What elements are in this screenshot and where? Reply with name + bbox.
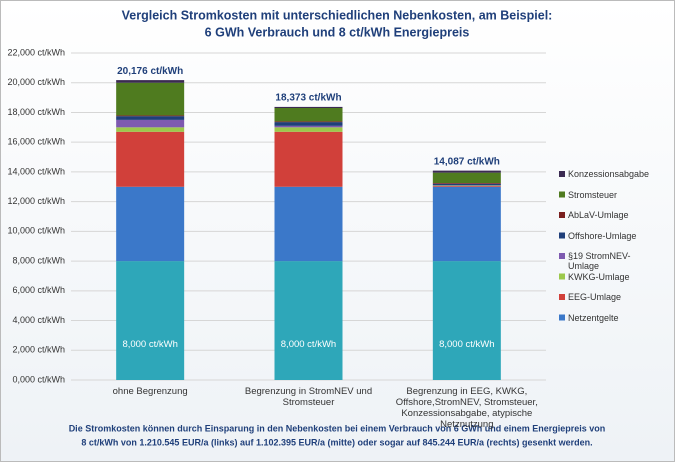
x-tick-label: Begrenzung in StromNEV und Stromsteuer	[244, 386, 373, 408]
value-label: 8,000 ct/kWh	[122, 339, 177, 350]
x-tick-label: Begrenzung in EEG, KWKG, Offshore,StromN…	[395, 386, 538, 430]
chart-title: 6 GWh Verbrauch und 8 ct/kWh Energieprei…	[205, 25, 470, 39]
bar-segment	[116, 115, 185, 117]
bar-segment	[274, 122, 343, 126]
legend-swatch	[559, 253, 565, 259]
y-tick-label: 4,000 ct/kWh	[12, 315, 65, 325]
legend-entry: KWKG-Umlage	[568, 271, 630, 282]
legend-entry: AbLaV-Umlage	[568, 210, 629, 220]
bar-segment	[116, 127, 185, 132]
bar-segment	[432, 186, 501, 262]
y-tick-label: 20,000 ct/kWh	[7, 77, 65, 87]
bar-segment	[432, 170, 501, 173]
bar-segment	[274, 107, 343, 122]
legend-entry: §19 StromNEV-Umlage	[568, 251, 631, 271]
legend-swatch	[559, 314, 565, 321]
y-tick-label: 10,000 ct/kWh	[7, 226, 65, 236]
legend-swatch	[559, 212, 565, 218]
bar-segment	[274, 106, 343, 108]
total-label: 18,373 ct/kWh	[275, 93, 341, 104]
y-tick-label: 6,000 ct/kWh	[12, 285, 65, 295]
footnote: Die Stromkosten können durch Einsparung …	[69, 423, 606, 433]
bar-segment	[274, 261, 343, 380]
bar-segment	[274, 127, 343, 132]
bar-segment	[116, 80, 185, 83]
total-label: 20,176 ct/kWh	[117, 66, 183, 77]
bar-segment	[116, 116, 185, 120]
y-tick-label: 16,000 ct/kWh	[7, 137, 65, 147]
y-tick-label: 0,000 ct/kWh	[12, 374, 65, 384]
value-label: 8,000 ct/kWh	[281, 339, 336, 350]
bar-segment	[274, 186, 343, 262]
y-tick-label: 22,000 ct/kWh	[7, 47, 65, 57]
x-tick-label: ohne Begrenzung	[112, 386, 188, 397]
y-tick-label: 8,000 ct/kWh	[12, 255, 65, 265]
legend-entry: Offshore-Umlage	[568, 230, 637, 241]
footnote: 8 ct/kWh von 1.210.545 EUR/a (links) auf…	[81, 437, 592, 447]
legend-swatch	[559, 191, 565, 198]
legend-entry: EEG-Umlage	[568, 292, 622, 302]
y-tick-label: 14,000 ct/kWh	[7, 166, 65, 176]
legend-entry: Konzessionsabgabe	[568, 169, 650, 179]
y-tick-label: 2,000 ct/kWh	[12, 345, 65, 355]
bar-segment	[116, 261, 185, 380]
legend-swatch	[559, 273, 565, 280]
bar-segment	[116, 186, 185, 262]
legend-entry: Netzentgelte	[568, 312, 619, 323]
bar-segment	[274, 125, 343, 128]
bar-segment	[432, 186, 501, 187]
bar-segment	[432, 261, 501, 380]
legend-entry: Stromsteuer	[568, 189, 618, 200]
bar-segment	[116, 82, 185, 116]
y-tick-label: 18,000 ct/kWh	[7, 107, 65, 117]
legend-swatch	[559, 232, 565, 239]
bar-segment	[274, 131, 343, 187]
y-tick-label: 12,000 ct/kWh	[7, 196, 65, 206]
chart-title: Vergleich Stromkosten mit unterschiedlic…	[122, 8, 553, 22]
bar-segment	[432, 172, 501, 184]
bar-segment	[274, 121, 343, 123]
bar-segment	[116, 119, 185, 128]
bar-segment	[432, 183, 501, 186]
legend-swatch	[559, 294, 565, 300]
value-label: 8,000 ct/kWh	[439, 339, 494, 350]
bar-segment	[116, 131, 185, 187]
legend-swatch	[559, 171, 565, 177]
bar-segment	[432, 183, 501, 184]
total-label: 14,087 ct/kWh	[434, 156, 500, 167]
